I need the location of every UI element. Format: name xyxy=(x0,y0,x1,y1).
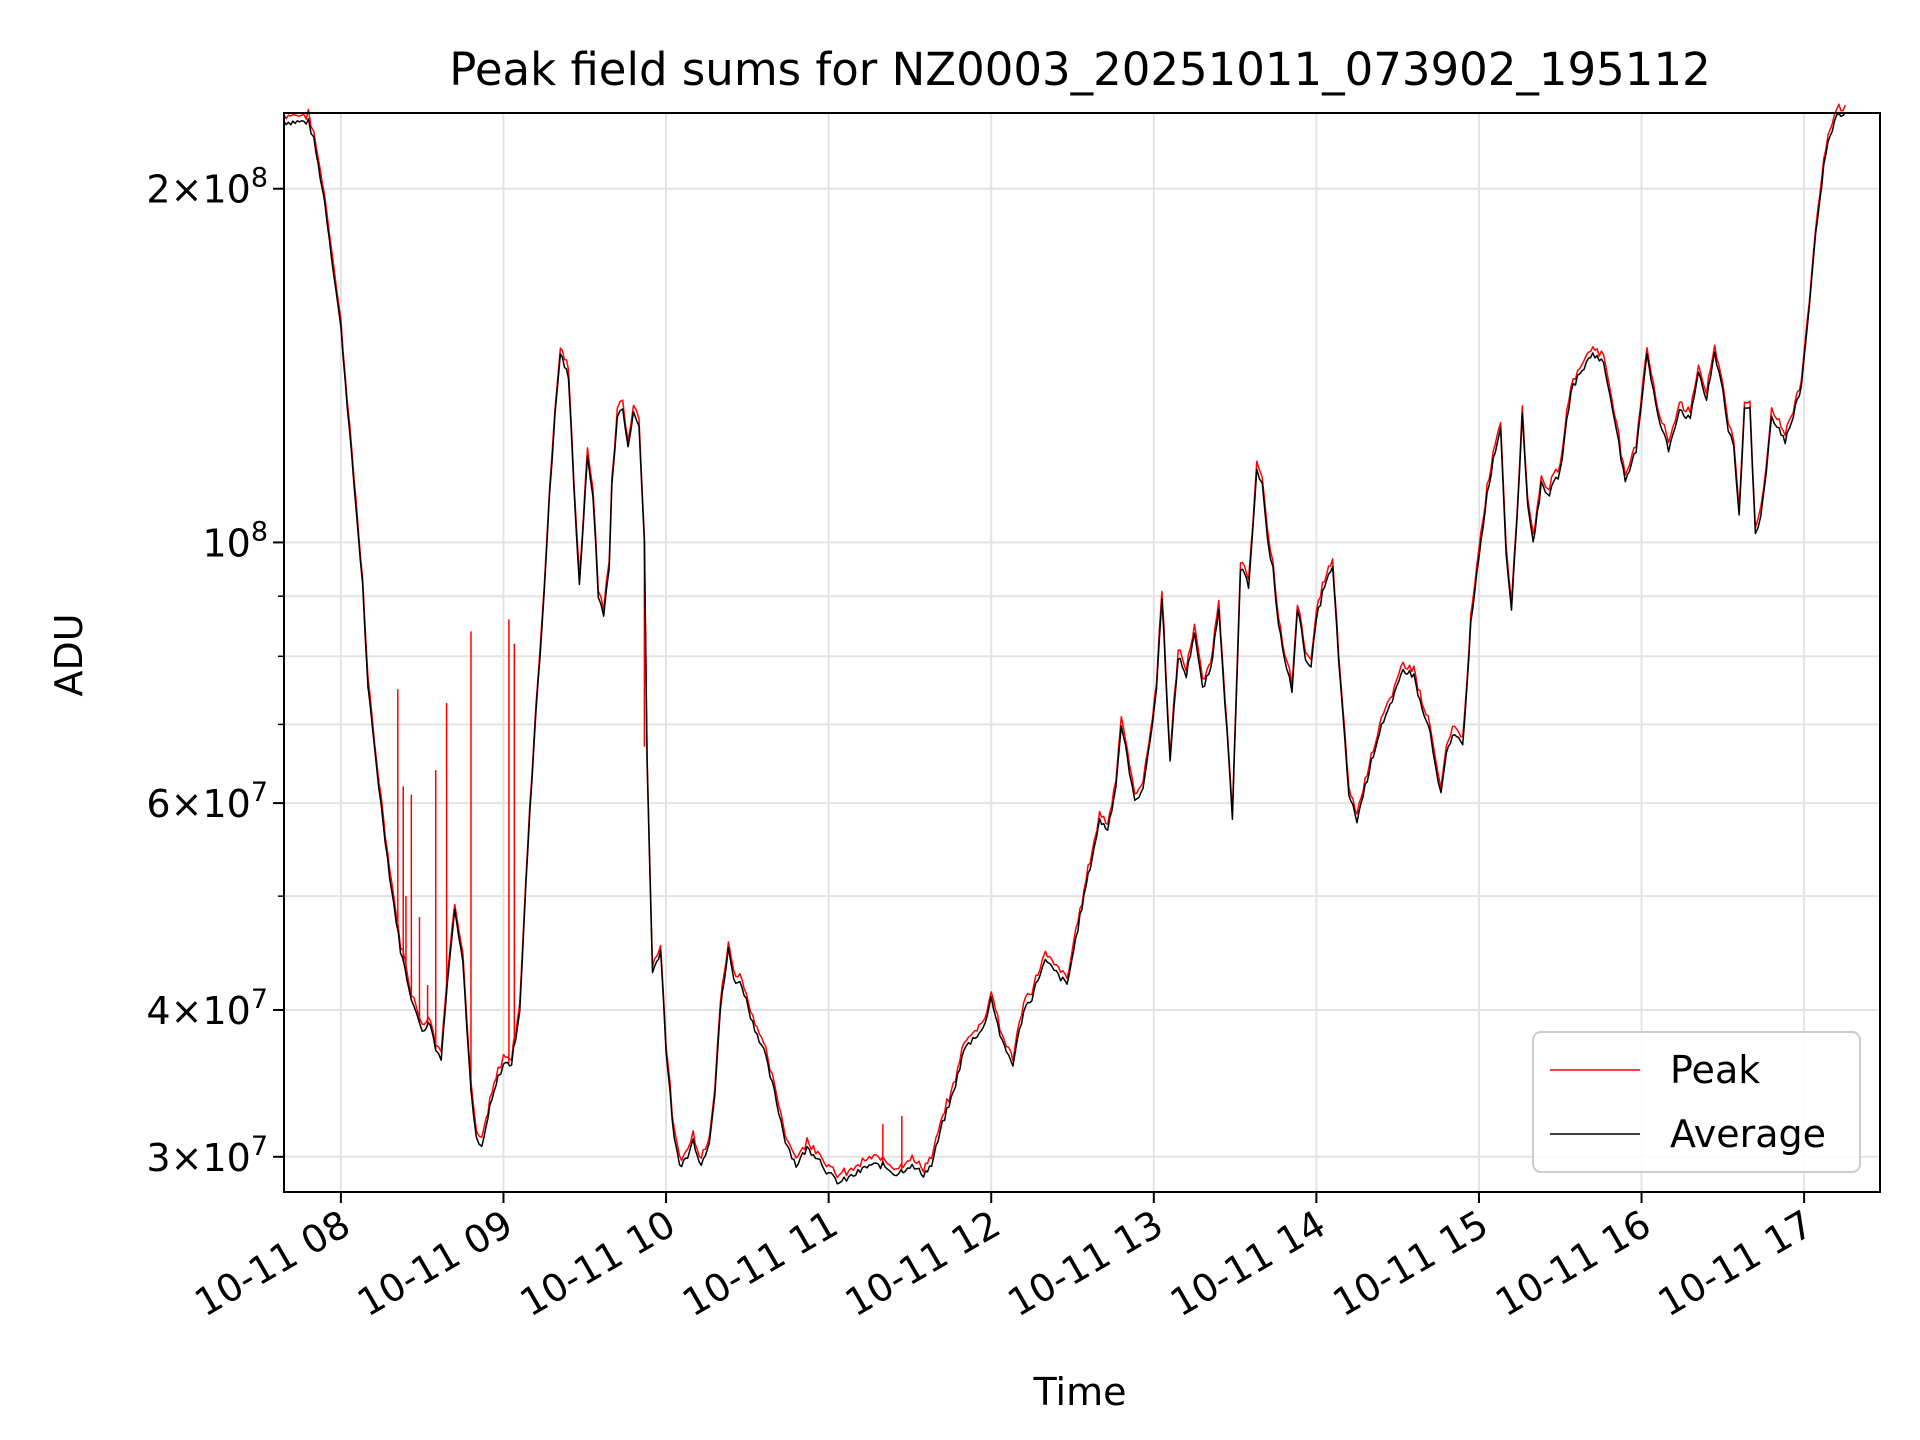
series-layer xyxy=(283,103,1846,1185)
y-tick-exponent: 8 xyxy=(251,163,268,194)
y-tick-exponent: 8 xyxy=(251,516,268,547)
y-tick-label: 3×107 xyxy=(146,1131,268,1180)
y-tick-exponent: 7 xyxy=(251,984,268,1015)
legend-box xyxy=(1532,1031,1861,1173)
plot-frame xyxy=(283,112,1881,1193)
y-tick-base-ten: 10 xyxy=(202,782,250,826)
y-tick-exponent: 7 xyxy=(251,777,268,808)
y-tick-label: 4×107 xyxy=(146,984,268,1033)
y-tick-base-ten: 10 xyxy=(202,989,250,1033)
chart-title: Peak field sums for NZ0003_20251011_0739… xyxy=(449,43,1710,96)
average-series-line xyxy=(283,112,1846,1185)
y-tick-mantissa: 3× xyxy=(146,1136,202,1180)
y-tick-base-ten: 10 xyxy=(202,521,250,565)
y-tick-label: 2×108 xyxy=(146,163,268,212)
y-tick-mantissa: 2× xyxy=(146,168,202,212)
legend-peak-label: Peak xyxy=(1670,1048,1760,1092)
y-tick-label: 108 xyxy=(202,516,268,565)
y-tick-exponent: 7 xyxy=(251,1131,268,1162)
y-axis-label: ADU xyxy=(47,613,91,696)
x-axis-label: Time xyxy=(1033,1370,1127,1414)
grid xyxy=(284,113,1880,1192)
legend-average-label: Average xyxy=(1670,1112,1826,1156)
legend: Peak Average xyxy=(1532,1031,1861,1173)
y-tick-base-ten: 10 xyxy=(202,168,250,212)
y-tick-label: 6×107 xyxy=(146,777,268,826)
y-tick-base-ten: 10 xyxy=(202,1136,250,1180)
y-tick-mantissa: 6× xyxy=(146,782,202,826)
y-tick-mantissa: 4× xyxy=(146,989,202,1033)
peak-spikes xyxy=(367,542,903,1171)
